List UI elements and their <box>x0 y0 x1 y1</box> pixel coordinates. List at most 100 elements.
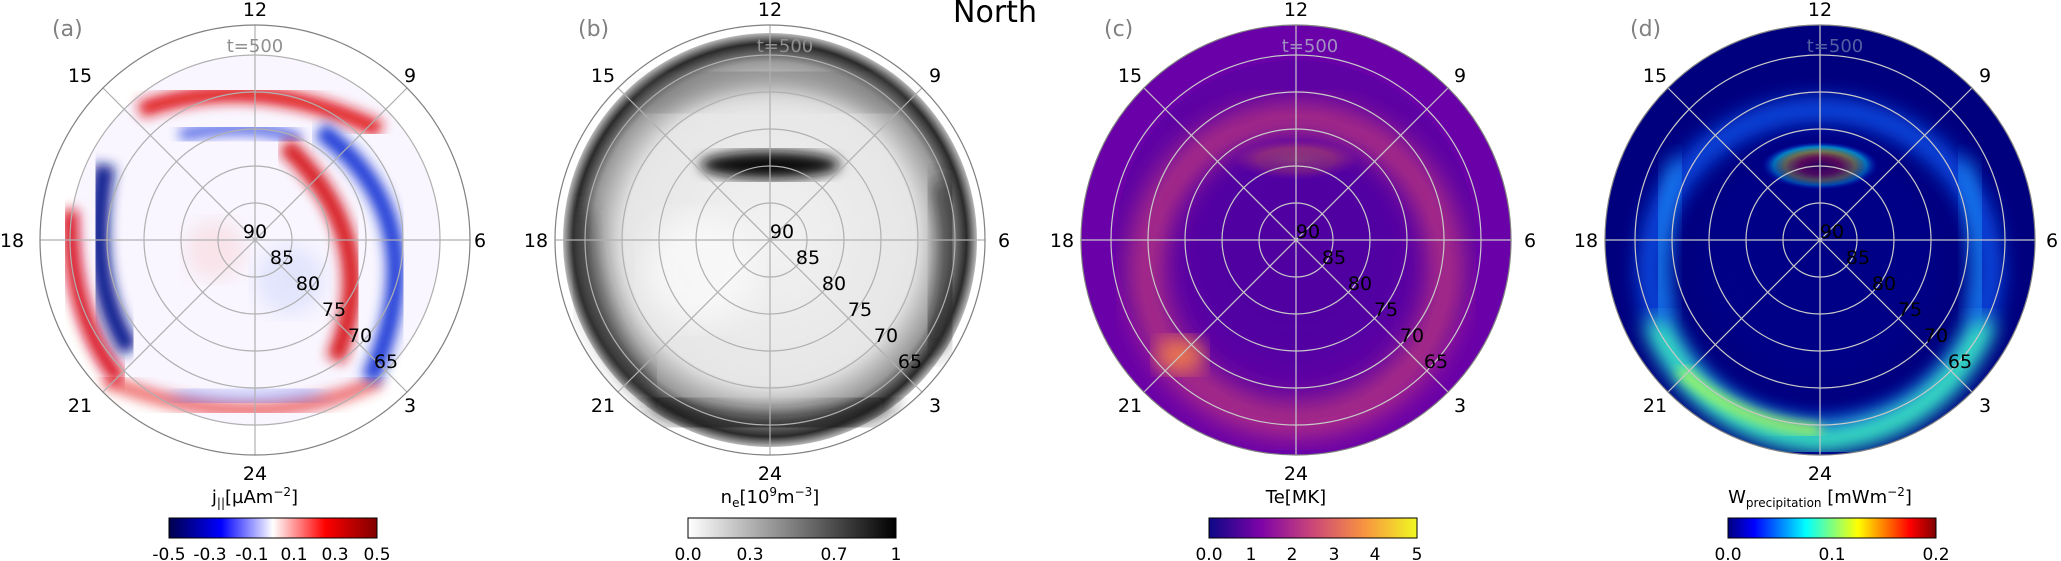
panel-label: (c) <box>1104 17 1133 42</box>
mlt-tick-21: 21 <box>68 395 92 417</box>
ring-label-70: 70 <box>874 325 898 347</box>
ring-label-90: 90 <box>1820 221 1844 243</box>
mlt-tick-6: 6 <box>474 230 486 252</box>
figure-title: North <box>953 0 1037 30</box>
ring-label-75: 75 <box>848 299 872 321</box>
mlt-tick-21: 21 <box>591 395 615 417</box>
colorbar-tick: 0.0 <box>1195 545 1222 561</box>
ring-label-85: 85 <box>796 247 820 269</box>
mlt-tick-3: 3 <box>1454 395 1466 417</box>
time-label: t=500 <box>227 36 284 57</box>
colorbar-tick: 0.1 <box>280 545 307 561</box>
colorbar-label: ne[109m−3] <box>721 485 820 510</box>
colorbar <box>687 517 897 539</box>
mlt-tick-12: 12 <box>758 0 782 21</box>
mlt-tick-6: 6 <box>2046 230 2058 252</box>
colorbar-tick: 2 <box>1287 545 1298 561</box>
ring-label-85: 85 <box>270 247 294 269</box>
mlt-tick-24: 24 <box>1808 463 1832 485</box>
panel-c: 90 85 80 75 70 65 12 9 6 3 24 21 18 15 (… <box>1050 0 1536 561</box>
ring-label-80: 80 <box>1872 273 1896 295</box>
mlt-tick-12: 12 <box>1808 0 1832 21</box>
mlt-tick-24: 24 <box>1284 463 1308 485</box>
colorbar-tick: 0.0 <box>1714 545 1741 561</box>
colorbar-tick: 1 <box>1246 545 1257 561</box>
panel-d: 90 85 80 75 70 65 12 9 6 3 24 21 18 15 (… <box>1574 0 2058 561</box>
panel-label: (a) <box>52 17 83 42</box>
panel-label: (d) <box>1630 17 1661 42</box>
colorbar-tick: 1 <box>891 545 902 561</box>
panel-b-grid <box>555 25 985 455</box>
colorbar-tick: 0.0 <box>674 545 701 561</box>
colorbar-label: j||[µAm−2] <box>211 485 298 510</box>
mlt-tick-24: 24 <box>243 463 267 485</box>
ring-label-65: 65 <box>1424 351 1448 373</box>
mlt-tick-18: 18 <box>1574 230 1598 252</box>
time-label: t=500 <box>1282 36 1339 57</box>
mlt-tick-15: 15 <box>1118 65 1142 87</box>
colorbar-tick: 0.1 <box>1818 545 1845 561</box>
mlt-tick-15: 15 <box>1643 65 1667 87</box>
ring-label-85: 85 <box>1322 247 1346 269</box>
panel-label: (b) <box>578 17 609 42</box>
colorbar-tick: 0.3 <box>321 545 348 561</box>
mlt-tick-12: 12 <box>1284 0 1308 21</box>
colorbar <box>168 517 378 539</box>
ring-label-70: 70 <box>1924 325 1948 347</box>
mlt-tick-12: 12 <box>243 0 267 21</box>
ring-label-70: 70 <box>1400 325 1424 347</box>
ring-label-65: 65 <box>1948 351 1972 373</box>
mlt-tick-15: 15 <box>68 65 92 87</box>
mlt-tick-3: 3 <box>1979 395 1991 417</box>
colorbar-tick: -0.1 <box>235 545 268 561</box>
panel-b: 90 85 80 75 70 65 12 9 6 3 24 21 18 15 (… <box>524 0 1010 561</box>
colorbar-tick: -0.3 <box>193 545 226 561</box>
mlt-tick-6: 6 <box>998 230 1010 252</box>
colorbar-tick: 4 <box>1370 545 1381 561</box>
colorbar-tick: 0.3 <box>736 545 763 561</box>
panel-a-grid <box>40 25 470 455</box>
mlt-tick-9: 9 <box>1979 65 1991 87</box>
mlt-tick-9: 9 <box>1454 65 1466 87</box>
mlt-tick-18: 18 <box>524 230 548 252</box>
colorbar-tick: 3 <box>1329 545 1340 561</box>
colorbar-tick: 0.2 <box>1922 545 1949 561</box>
colorbar-label: Wprecipitation [mWm−2] <box>1728 485 1912 510</box>
panel-c-grid <box>1081 25 1511 455</box>
ring-label-65: 65 <box>374 351 398 373</box>
ring-label-90: 90 <box>770 221 794 243</box>
ring-label-80: 80 <box>296 273 320 295</box>
time-label: t=500 <box>1807 36 1864 57</box>
mlt-tick-18: 18 <box>0 230 24 252</box>
ring-label-75: 75 <box>322 299 346 321</box>
ring-label-90: 90 <box>243 221 267 243</box>
colorbar-tick: -0.5 <box>152 545 185 561</box>
mlt-tick-24: 24 <box>758 463 782 485</box>
panel-a: 90 85 80 75 70 65 12 9 6 3 24 21 18 15 (… <box>0 0 486 561</box>
ring-label-80: 80 <box>822 273 846 295</box>
ring-label-80: 80 <box>1348 273 1372 295</box>
colorbar-tick: 5 <box>1412 545 1423 561</box>
mlt-tick-18: 18 <box>1050 230 1074 252</box>
mlt-tick-9: 9 <box>929 65 941 87</box>
mlt-tick-21: 21 <box>1118 395 1142 417</box>
mlt-tick-9: 9 <box>404 65 416 87</box>
mlt-tick-6: 6 <box>1524 230 1536 252</box>
ring-label-75: 75 <box>1898 299 1922 321</box>
colorbar <box>1727 517 1937 539</box>
mlt-tick-15: 15 <box>591 65 615 87</box>
mlt-tick-21: 21 <box>1643 395 1667 417</box>
ring-label-65: 65 <box>898 351 922 373</box>
ring-label-70: 70 <box>348 325 372 347</box>
colorbar-label: Te[MK] <box>1265 487 1326 508</box>
colorbar-tick: 0.5 <box>363 545 390 561</box>
time-label: t=500 <box>757 36 814 57</box>
ring-label-90: 90 <box>1296 221 1320 243</box>
ring-label-85: 85 <box>1846 247 1870 269</box>
ring-label-75: 75 <box>1374 299 1398 321</box>
colorbar <box>1208 517 1418 539</box>
colorbar-tick: 0.7 <box>820 545 847 561</box>
mlt-tick-3: 3 <box>404 395 416 417</box>
panel-d-grid <box>1605 25 2035 455</box>
